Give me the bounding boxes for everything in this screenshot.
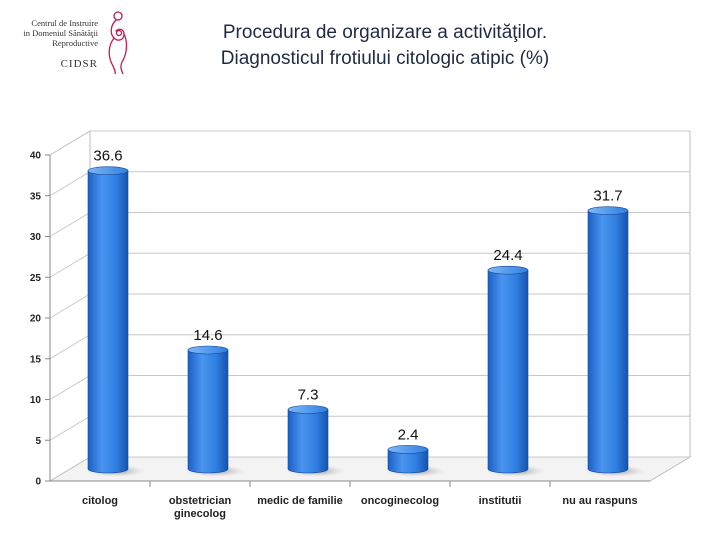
- bar-top: [287, 405, 329, 414]
- logo-acronym: CIDSR: [60, 58, 98, 70]
- y-tick-label: 10: [30, 395, 42, 406]
- data-label: 2.4: [398, 426, 419, 443]
- x-tick-label: institutii: [479, 495, 522, 507]
- bar-top: [387, 445, 429, 454]
- x-tick-label-line: institutii: [479, 495, 522, 507]
- y-tick-label: 5: [35, 436, 41, 447]
- bar-chart: 0 5 10 15 20 25 30 35 40 36.6 citolog 14.6 obstetri…: [30, 130, 692, 520]
- bar-top: [87, 166, 129, 176]
- bar: [487, 269, 529, 474]
- x-tick-label-line: nu au raspuns: [562, 495, 637, 507]
- data-label: 7.3: [298, 387, 319, 404]
- x-tick-label: citolog: [82, 495, 118, 507]
- bar: [287, 409, 329, 474]
- y-tick-label: 20: [30, 314, 42, 325]
- x-tick-label-line: ginecolog: [174, 508, 226, 520]
- bar: [587, 210, 629, 474]
- x-tick-label: oncoginecolog: [361, 495, 439, 507]
- bar-top: [187, 345, 229, 355]
- logo-org-line: in Domeniul Sănătăţii: [23, 28, 98, 38]
- x-tick-label: nu au raspuns: [562, 495, 637, 507]
- logo: Centrul de Instruire in Domeniul Sănătăţ…: [14, 8, 134, 74]
- y-tick-label: 30: [30, 232, 42, 243]
- x-tick-label-line: obstetrician: [169, 495, 232, 507]
- title-line-1: Procedura de organizare a activităţilor.: [222, 22, 548, 43]
- y-tick-label: 15: [30, 354, 42, 365]
- bar: [387, 449, 429, 474]
- bar-top: [487, 265, 529, 275]
- y-tick-label: 35: [30, 191, 42, 202]
- data-label: 36.6: [93, 148, 122, 165]
- bar-top: [587, 206, 629, 215]
- x-tick-label-line: medic de familie: [257, 495, 343, 507]
- page-title: Procedura de organizare a activităţilor.…: [150, 20, 620, 72]
- x-tick-label-line: oncoginecolog: [361, 495, 439, 507]
- logo-org-name: Centrul de Instruire in Domeniul Sănătăţ…: [14, 18, 98, 48]
- bar: [187, 349, 229, 474]
- title-line-2: Diagnosticul frotiului citologic atipic …: [220, 48, 550, 69]
- x-tick-label: medic de familie: [257, 495, 343, 507]
- gridline: [49, 130, 690, 156]
- logo-org-line: Centrul de Instruire: [31, 18, 98, 28]
- bar: [87, 170, 129, 474]
- data-label: 31.7: [593, 188, 622, 205]
- data-label: 24.4: [493, 247, 522, 264]
- mother-child-logo-icon: [108, 11, 128, 74]
- x-tick-label-line: citolog: [82, 495, 118, 507]
- y-tick-label: 25: [30, 273, 42, 284]
- data-label: 14.6: [193, 327, 222, 344]
- x-tick-label: obstetrician ginecolog: [169, 495, 232, 520]
- y-tick-label: 0: [35, 477, 41, 488]
- y-tick-label: 40: [30, 151, 42, 162]
- logo-org-line: Reproductive: [52, 38, 98, 48]
